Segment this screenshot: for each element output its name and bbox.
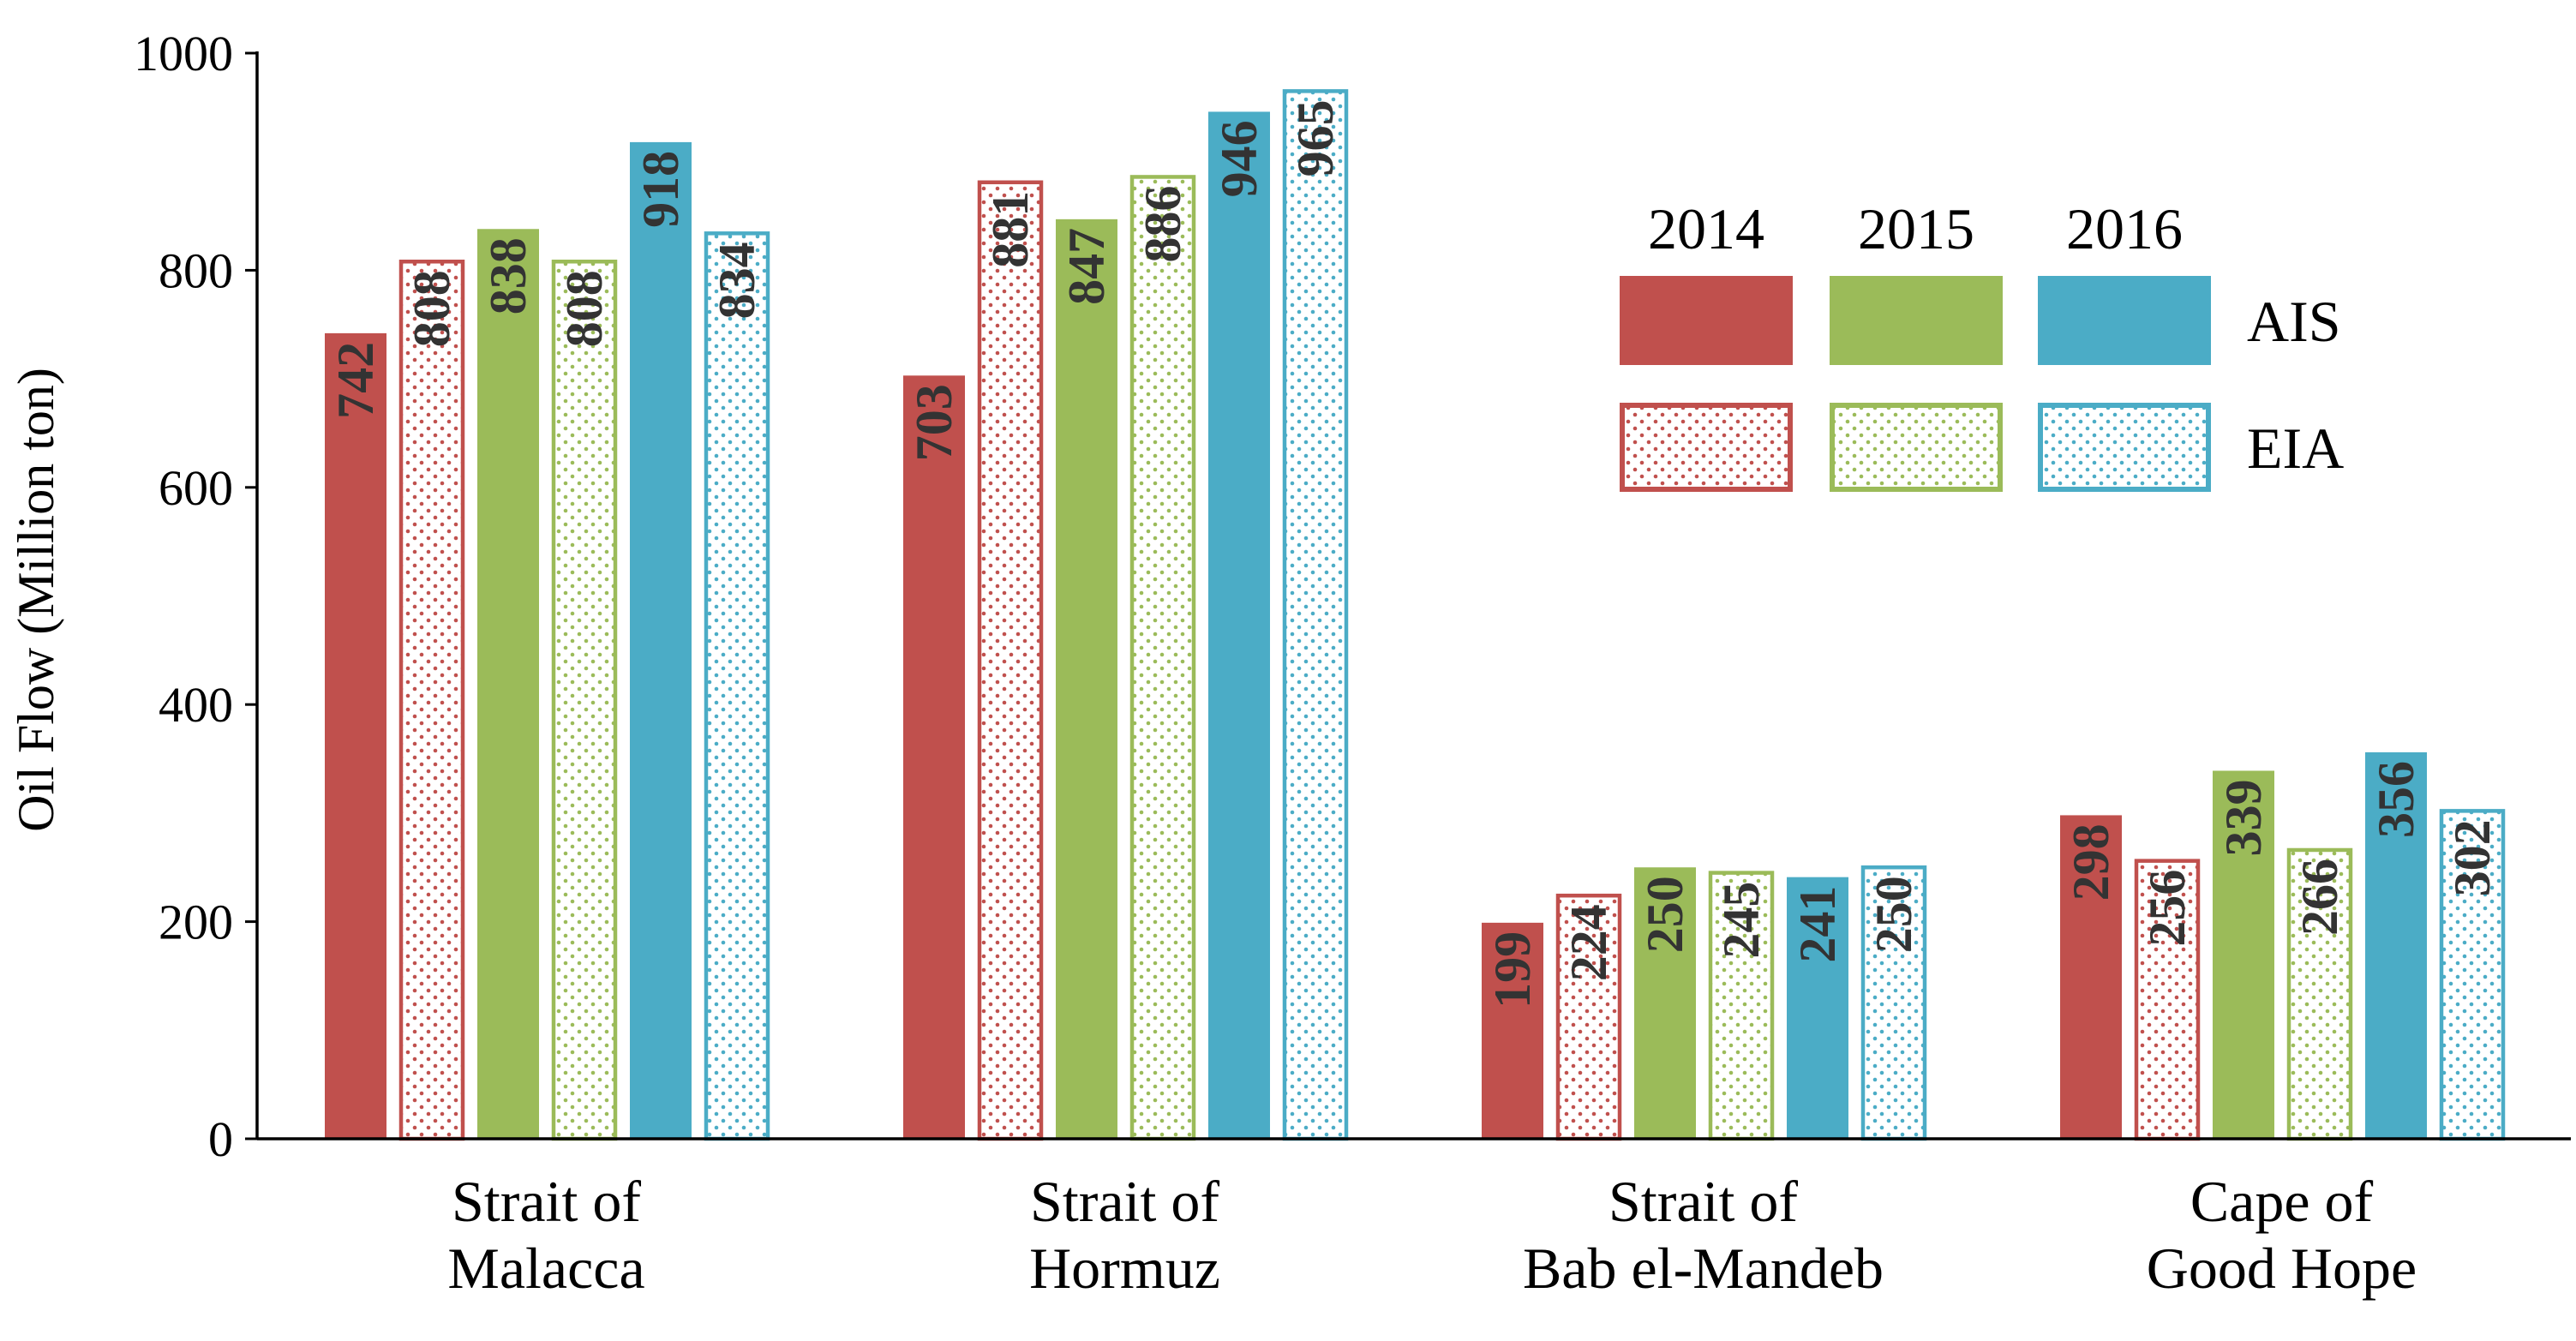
x-category-label: Cape of Good Hope — [2147, 1169, 2417, 1301]
bar-eia-2015 — [551, 260, 618, 1141]
y-tick-label: 400 — [159, 677, 233, 733]
bar-value-label: 199 — [1484, 931, 1541, 1009]
bar-ais-2016 — [1208, 111, 1270, 1140]
bars-group — [325, 89, 2506, 1141]
bar-value-label: 808 — [556, 270, 613, 347]
bar-value-label: 256 — [2139, 870, 2196, 947]
bar-value-label: 250 — [1866, 876, 1922, 953]
bar-eia-2016 — [2439, 809, 2506, 1141]
bar-eia-2014 — [398, 260, 465, 1141]
bar-value-label: 742 — [327, 342, 384, 419]
x-category-label: Strait of Malacca — [447, 1169, 644, 1301]
bar-value-label: 965 — [1287, 99, 1344, 177]
axes — [255, 51, 2571, 1140]
legend-year-label: 2015 — [1858, 196, 1974, 261]
bar-ais-2015 — [477, 229, 539, 1139]
x-category-label: Strait of Bab el-Mandeb — [1523, 1169, 1884, 1301]
x-axis-labels: Strait of Malacca Strait of Hormuz Strait of… — [447, 1169, 2417, 1301]
bar-eia-2016 — [1282, 89, 1349, 1141]
bar-ais-2015 — [1634, 867, 1696, 1139]
y-axis: 0 200 400 600 800 1000 — [134, 26, 257, 1167]
legend-year-label: 2014 — [1648, 196, 1764, 261]
bar-value-label: 339 — [2215, 779, 2272, 856]
legend: 2014 2015 2016 AIS EIA — [1620, 196, 2344, 492]
bar-eia-2015 — [1708, 871, 1775, 1141]
bar-value-label: 881 — [982, 191, 1039, 268]
bar-ais-2016 — [630, 141, 692, 1139]
bar-value-label: 250 — [1637, 876, 1693, 953]
legend-swatch-eia-2015 — [1830, 403, 2003, 492]
y-axis-label: Oil Flow (Million ton) — [8, 368, 64, 832]
legend-swatch-eia-2016 — [2038, 403, 2211, 492]
bar-ais-2014 — [903, 375, 965, 1139]
bar-ais-2016 — [1787, 877, 1848, 1139]
bar-value-label: 808 — [404, 270, 460, 347]
bar-value-label: 838 — [480, 237, 536, 314]
bar-value-label: 298 — [2063, 823, 2119, 901]
legend-swatch-ais-2015 — [1830, 276, 2003, 365]
bar-ais-2015 — [1056, 219, 1117, 1140]
bar-ais-2014 — [1482, 922, 1543, 1139]
bar-value-label: 245 — [1713, 882, 1770, 959]
x-category-label: Strait of Hormuz — [1029, 1169, 1220, 1301]
data-labels-group: 742 808 838 808 918 834 703 881 847 886 946 965 199 2… — [327, 99, 2501, 1009]
bar-ais-2015 — [2213, 770, 2274, 1139]
bar-ais-2014 — [2060, 815, 2122, 1139]
bar-eia-2016 — [1860, 865, 1927, 1141]
bar-value-label: 918 — [632, 151, 689, 228]
bar-value-label: 266 — [2291, 859, 2348, 936]
y-tick-label: 0 — [208, 1111, 233, 1167]
bar-eia-2015 — [1129, 175, 1196, 1141]
legend-swatch-ais-2014 — [1620, 276, 1793, 365]
y-tick-label: 200 — [159, 895, 233, 950]
legend-swatch-eia-2014 — [1620, 403, 1793, 492]
y-tick-label: 800 — [159, 242, 233, 298]
bar-value-label: 886 — [1135, 185, 1191, 262]
bar-eia-2014 — [977, 180, 1044, 1141]
legend-eia-label: EIA — [2247, 416, 2344, 481]
bar-value-label: 241 — [1789, 886, 1846, 963]
bar-eia-2016 — [704, 231, 770, 1141]
bar-value-label: 356 — [2368, 761, 2424, 838]
bar-value-label: 834 — [709, 242, 765, 319]
bar-value-label: 224 — [1561, 904, 1617, 981]
bar-value-label: 847 — [1058, 228, 1115, 305]
y-tick-label: 600 — [159, 460, 233, 516]
legend-year-label: 2016 — [2066, 196, 2183, 261]
bar-ais-2014 — [325, 332, 386, 1139]
bar-eia-2015 — [2286, 847, 2353, 1141]
bar-eia-2014 — [1555, 893, 1622, 1141]
legend-swatch-ais-2016 — [2038, 276, 2211, 365]
bar-value-label: 302 — [2444, 819, 2501, 896]
bar-value-label: 946 — [1211, 120, 1267, 197]
bar-value-label: 703 — [906, 384, 962, 461]
legend-ais-label: AIS — [2247, 289, 2341, 354]
y-tick-label: 1000 — [134, 26, 233, 81]
bar-ais-2016 — [2365, 751, 2427, 1139]
